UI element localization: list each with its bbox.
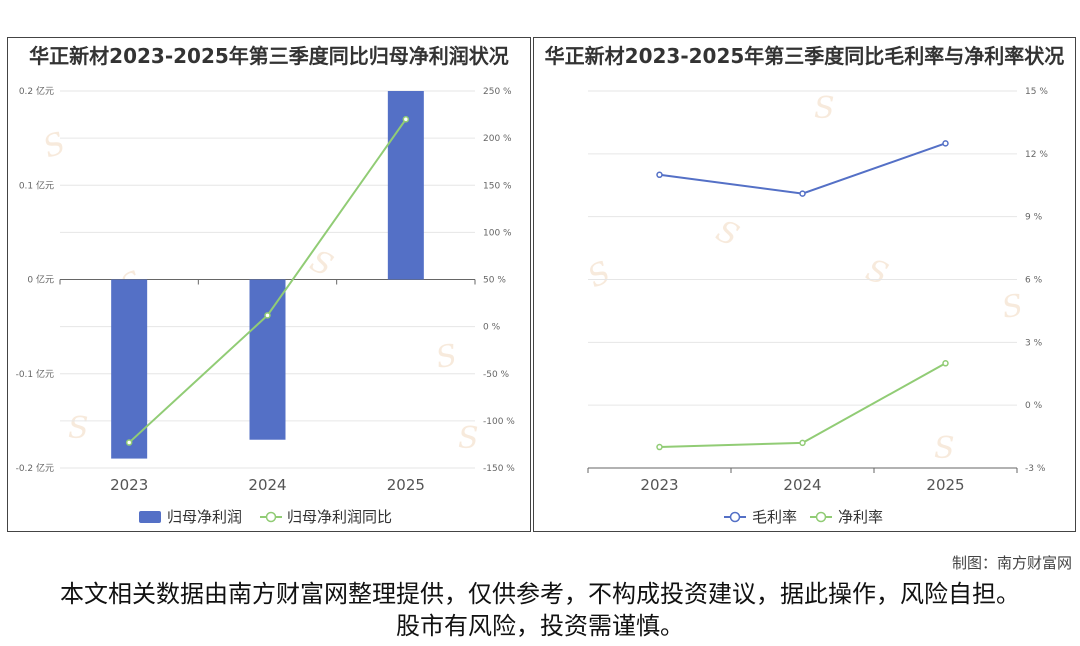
y-left-tick-label: -0.2 亿元 bbox=[16, 462, 54, 474]
y-left-tick-label: 0 亿元 bbox=[27, 274, 54, 286]
legend-label: 归母净利润 bbox=[167, 508, 242, 526]
source-credit: 制图：南方财富网 bbox=[951, 554, 1072, 572]
watermark-logo: S bbox=[861, 253, 892, 293]
y-right-tick-label: -50 % bbox=[483, 370, 510, 380]
series-1-point-2025 bbox=[942, 360, 949, 367]
yoy-point-2023 bbox=[125, 439, 133, 446]
x-tick-label: 2025 bbox=[926, 476, 964, 494]
y-right-tick-label: 100 % bbox=[483, 228, 512, 238]
bar-2024 bbox=[249, 279, 286, 440]
y-tick-label: -3 % bbox=[1025, 464, 1046, 474]
watermark-logo: S bbox=[583, 255, 616, 295]
watermark-logo: S bbox=[458, 421, 479, 456]
x-tick-label: 2024 bbox=[248, 476, 286, 494]
y-right-tick-label: 50 % bbox=[483, 276, 506, 286]
y-right-tick-label: 0 % bbox=[483, 323, 501, 333]
watermark-logo: S bbox=[934, 431, 955, 466]
legend-swatch-marker bbox=[729, 511, 741, 523]
y-tick-label: 6 % bbox=[1025, 276, 1043, 286]
y-left-tick-label: -0.1 亿元 bbox=[16, 368, 54, 380]
yoy-point-2024 bbox=[264, 312, 271, 319]
y-right-tick-label: 250 % bbox=[483, 87, 512, 97]
disclaimer: 本文相关数据由南方财富网整理提供，仅供参考，不构成投资建议，据此操作，风险自担。… bbox=[60, 580, 1020, 640]
y-tick-label: 0 % bbox=[1025, 401, 1043, 411]
y-left-tick-label: 0.2 亿元 bbox=[19, 85, 54, 97]
chart-title: 华正新材2023-2025年第三季度同比归母净利润状况 bbox=[29, 44, 509, 68]
bar-2023 bbox=[111, 279, 148, 459]
legend-swatch-marker bbox=[265, 511, 277, 523]
x-tick-label: 2024 bbox=[783, 476, 821, 494]
chart-panel-margins: 华正新材2023-2025年第三季度同比毛利率与净利率状况 S S S S S S -3 %… bbox=[533, 37, 1076, 532]
watermark-logo: S bbox=[39, 126, 70, 166]
series-line-0 bbox=[659, 142, 946, 195]
y-left-tick-label: 0.1 亿元 bbox=[19, 179, 54, 191]
y-right-tick-label: 200 % bbox=[483, 134, 512, 144]
watermark-logo: S bbox=[433, 338, 459, 376]
y-tick-label: 12 % bbox=[1025, 150, 1048, 160]
legend-label: 净利率 bbox=[838, 508, 883, 526]
margins-chart: S S S S S S -3 % 0 % 3 % 6 % 9 % 12 % 15 % 2023 2024 20… bbox=[583, 87, 1049, 526]
watermark-logo: S bbox=[711, 214, 744, 254]
series-1-point-2023 bbox=[656, 443, 663, 451]
y-right-tick-label: -100 % bbox=[483, 417, 515, 427]
watermark-logo: S bbox=[999, 288, 1025, 326]
legend-swatch-bar bbox=[139, 511, 161, 523]
watermark-logo: S bbox=[305, 244, 338, 284]
series-1-point-2024 bbox=[799, 439, 806, 447]
watermark-logo: S bbox=[68, 411, 89, 446]
series-0-point-2023 bbox=[656, 171, 663, 179]
legend-label: 毛利率 bbox=[752, 508, 797, 526]
x-tick-label: 2023 bbox=[110, 476, 148, 494]
yoy-point-2025 bbox=[402, 116, 410, 123]
y-tick-label: 3 % bbox=[1025, 338, 1043, 348]
y-right-tick-label: -150 % bbox=[483, 464, 515, 474]
x-tick-label: 2025 bbox=[387, 476, 425, 494]
legend-label: 归母净利润同比 bbox=[287, 508, 392, 526]
x-tick-label: 2023 bbox=[640, 476, 678, 494]
chart-title: 华正新材2023-2025年第三季度同比毛利率与净利率状况 bbox=[544, 44, 1065, 68]
watermark-logo: S bbox=[814, 91, 835, 126]
y-tick-label: 15 % bbox=[1025, 87, 1048, 97]
y-tick-label: 9 % bbox=[1025, 213, 1043, 223]
legend-swatch-marker bbox=[815, 511, 827, 523]
y-right-tick-label: 150 % bbox=[483, 181, 512, 191]
series-0-point-2025 bbox=[942, 140, 949, 147]
series-0-point-2024 bbox=[799, 190, 806, 197]
